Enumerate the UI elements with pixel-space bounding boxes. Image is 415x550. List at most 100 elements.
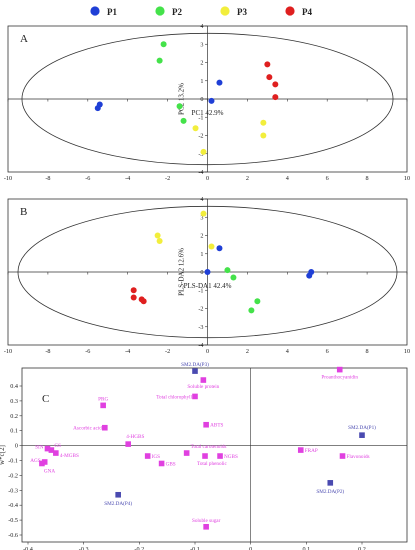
panel-b-y-tick-label: 3 bbox=[200, 214, 203, 221]
panel-b-letter: B bbox=[20, 206, 27, 218]
panel-b-point-p4 bbox=[130, 287, 137, 294]
panel-b-y-tick-label: 4 bbox=[200, 196, 203, 203]
panel-a-x-tick-label: 4 bbox=[286, 175, 289, 182]
panel-b-point-p2 bbox=[224, 267, 231, 274]
panel-b-point-p3 bbox=[156, 237, 163, 244]
legend-marker-p3 bbox=[220, 6, 230, 16]
panel-a-y-tick-label: 0 bbox=[200, 96, 203, 103]
panel-b-point-p4 bbox=[130, 294, 137, 301]
panel-b-x-tick-label: -6 bbox=[85, 348, 90, 355]
panel-c-frame bbox=[21, 367, 408, 543]
panel-b-point-p1 bbox=[204, 269, 211, 275]
panel-c-y-tick-label: -0.1 bbox=[8, 458, 18, 465]
panel-c-marker-igs bbox=[144, 453, 151, 459]
panel-a-y-tick-label: -1 bbox=[198, 114, 203, 121]
panel-c-y-tick-label: -0.4 bbox=[8, 502, 18, 509]
panel-b-x-tick-label: 6 bbox=[326, 348, 329, 355]
panel-c-marker-total-carotenoids bbox=[183, 450, 190, 456]
panel-b-point-p1 bbox=[216, 245, 223, 252]
panel-c-label-soluble-protein: Soluble protein bbox=[187, 384, 219, 390]
panel-b-x-tick-label: 2 bbox=[246, 348, 249, 355]
panel-c-marker-sm2-da-p2 bbox=[327, 480, 334, 486]
panel-c-marker-gbs bbox=[158, 460, 165, 467]
panel-c-x-tick-label: -0.3 bbox=[79, 546, 89, 550]
panel-c-y-tick-label: 0.4 bbox=[10, 383, 18, 390]
panel-b-y-tick-label: -1 bbox=[198, 287, 203, 294]
panel-c-y-tick-label: -0.3 bbox=[8, 487, 18, 494]
panel-b-x-tick-label: 0 bbox=[206, 348, 209, 355]
panel-c-marker-total-phenolic bbox=[202, 453, 208, 459]
panel-b-point-p2 bbox=[248, 307, 255, 314]
panel-c-x-tick-label: 0.2 bbox=[358, 546, 366, 550]
panel-c-x-tick-label: 0 bbox=[249, 546, 252, 550]
panel-c-marker-4-hgbs bbox=[125, 441, 131, 447]
panel-c-y-tick-label: 0.2 bbox=[10, 413, 18, 420]
panel-a-point-p1 bbox=[216, 79, 223, 86]
legend: P1 P2 P3 P4 bbox=[90, 6, 312, 17]
panel-a-y-tick-label: 4 bbox=[200, 23, 203, 30]
panel-c-marker-ngbs bbox=[217, 453, 223, 459]
panel-b-x-tick-label: 8 bbox=[366, 348, 369, 355]
panel-c-marker-sm2-da-p4 bbox=[115, 491, 121, 498]
panel-c-y-tick-label: -0.6 bbox=[8, 532, 18, 539]
panel-b-point-p3 bbox=[154, 232, 161, 239]
panel-b-x-axis-label: PLS-DA1 42.4% bbox=[184, 282, 232, 290]
panel-a-x-tick-label: 8 bbox=[366, 175, 369, 182]
legend-label-p4: P4 bbox=[302, 7, 312, 17]
panel-a-x-axis-label: PC1 42.9% bbox=[192, 109, 224, 117]
panel-c-marker-ascorbic-acid bbox=[102, 424, 108, 431]
panel-a-x-tick-label: -8 bbox=[45, 175, 50, 182]
panel-a-y-tick-label: -4 bbox=[198, 169, 203, 176]
panel-c-marker-soluble-protein bbox=[200, 377, 207, 383]
panel-b-point-p2 bbox=[254, 298, 261, 305]
panel-c-label-sm2-da-p1: SM2.DA(P1) bbox=[348, 424, 376, 431]
panel-a-point-p4 bbox=[272, 94, 279, 101]
panel-c: -0.4 -0.3 -0.2 -0.1 0 0.1 0.2 -0.6 -0.5 -0.4 -0.3 -… bbox=[0, 361, 408, 550]
panel-a-point-p3 bbox=[192, 125, 199, 132]
panel-b-y-axis-label: PLS-DA2 12.6% bbox=[178, 248, 186, 296]
panel-c-marker-gs bbox=[48, 447, 55, 453]
panel-c-label-sm2-da-p3: SM2.DA(P3) bbox=[181, 361, 209, 368]
legend-marker-p4 bbox=[285, 6, 295, 16]
panel-c-label-total-carotenoids: Total carotenoids bbox=[191, 444, 227, 450]
panel-a-y-tick-label: -3 bbox=[198, 151, 203, 158]
panel-a-x-tick-label: 6 bbox=[326, 175, 329, 182]
panel-c-marker-proanthocyanidin bbox=[336, 366, 343, 373]
panel-c-marker-4-mgbs bbox=[53, 450, 59, 456]
panel-b-y-tick-label: 0 bbox=[200, 269, 203, 276]
panel-c-label-igs: IGS bbox=[152, 454, 160, 460]
panel-a-point-p4 bbox=[266, 74, 273, 81]
panel-a-point-p4 bbox=[272, 81, 279, 88]
panel-a-x-tick-label: 10 bbox=[404, 175, 410, 182]
panel-c-marker-frap bbox=[297, 447, 304, 453]
panel-c-marker-flavonoids bbox=[339, 453, 346, 459]
panel-c-marker-total-chlorophyll bbox=[192, 393, 198, 400]
panel-c-y-tick-label: -0.2 bbox=[8, 472, 18, 479]
panel-c-y-tick-label: -0.5 bbox=[8, 517, 18, 524]
panel-c-label-sm2-da-p4: SM2.DA(P4) bbox=[104, 500, 132, 507]
panel-a-point-p3 bbox=[200, 148, 207, 155]
panel-c-x-tick-label: -0.2 bbox=[134, 546, 144, 550]
panel-c-x-tick-label: -0.4 bbox=[23, 546, 33, 550]
panel-c-label-4-hgbs: 4-HGBS bbox=[126, 434, 144, 440]
panel-a-y-tick-label: 1 bbox=[200, 78, 203, 85]
panel-a-point-p1 bbox=[208, 97, 215, 104]
panel-b-x-tick-label: 10 bbox=[404, 348, 410, 355]
panel-b-y-tick-label: -2 bbox=[198, 306, 203, 313]
panel-b-x-tick-label: 4 bbox=[286, 348, 289, 355]
panel-c-label-sm2-da-p2: SM2.DA(P2) bbox=[316, 488, 344, 495]
panel-c-x-tick-label: 0.1 bbox=[302, 546, 310, 550]
panel-a-y-tick-label: 3 bbox=[200, 41, 203, 48]
panel-b-point-p2 bbox=[230, 274, 237, 281]
panel-c-letter: C bbox=[42, 393, 49, 405]
panel-a-x-tick-label: -10 bbox=[4, 175, 12, 182]
panel-a-y-tick-label: 2 bbox=[200, 60, 203, 67]
panel-a-point-p3 bbox=[260, 119, 267, 126]
panel-a-point-p2 bbox=[176, 103, 183, 110]
panel-c-label-abts: ABTS bbox=[210, 423, 223, 429]
panel-b-point-p3 bbox=[200, 210, 207, 217]
panel-a-x-tick-label: 2 bbox=[246, 175, 249, 182]
panel-c-label-flavonoids: Flavonoids bbox=[347, 454, 370, 460]
panel-b-x-tick-label: -8 bbox=[45, 348, 50, 355]
panel-c-y-axis-label: w*c[2] bbox=[0, 445, 6, 465]
